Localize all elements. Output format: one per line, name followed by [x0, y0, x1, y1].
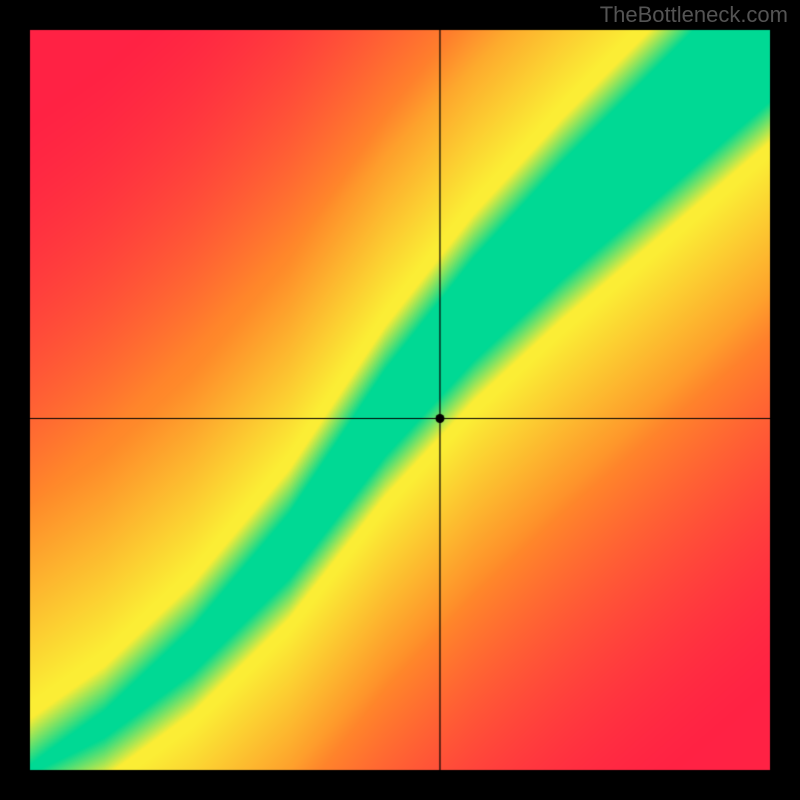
watermark-text: TheBottleneck.com [600, 2, 788, 28]
heatmap-canvas [0, 0, 800, 800]
chart-container: TheBottleneck.com [0, 0, 800, 800]
